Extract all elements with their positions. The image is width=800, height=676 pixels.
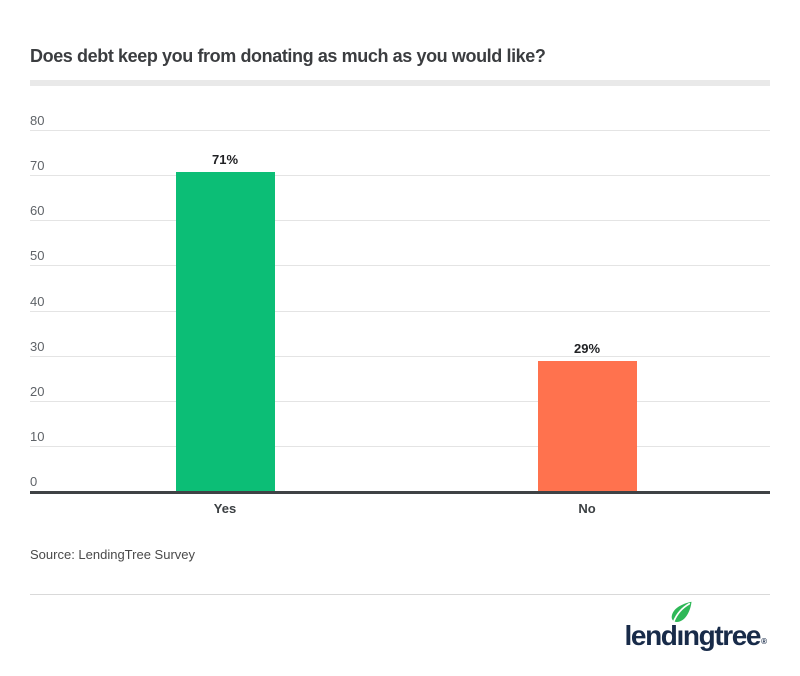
registered-trademark: ® (761, 637, 767, 646)
gridline-30 (30, 355, 770, 357)
bar-no (537, 361, 637, 492)
gridline-70 (30, 175, 770, 177)
y-tick-label-50: 50 (30, 248, 45, 264)
category-label-no: No (578, 501, 596, 516)
logo-text-before-leaf: lend (624, 620, 678, 651)
y-tick-label-70: 70 (30, 158, 45, 174)
gridline-10 (30, 445, 770, 447)
gridline-40 (30, 310, 770, 312)
lendingtree-logo: lend ıngtree® (624, 601, 767, 656)
x-axis-line (30, 490, 770, 494)
footer-divider (30, 594, 770, 595)
y-tick-label-20: 20 (30, 383, 45, 399)
gridline-20 (30, 400, 770, 402)
y-tick-label-80: 80 (30, 113, 45, 128)
category-label-yes: Yes (213, 501, 237, 516)
chart-title: Does debt keep you from donating as much… (30, 46, 546, 66)
y-tick-label-40: 40 (30, 293, 45, 309)
gridline-50 (30, 265, 770, 267)
logo-dotless-i: ı (676, 620, 685, 651)
y-tick-label-30: 30 (30, 338, 45, 354)
y-tick-label-10: 10 (30, 428, 45, 444)
bar-value-label-no: 29% (573, 341, 601, 357)
source-note: Source: LendingTree Survey (30, 547, 196, 562)
bar-chart: 0 10 20 30 40 50 60 70 80 71% Yes 29% No (30, 113, 770, 516)
y-tick-label-60: 60 (30, 203, 45, 219)
bar-value-label-yes: 71% (211, 151, 239, 167)
logo-letter-i: ı (671, 601, 692, 656)
gridline-60 (30, 220, 770, 222)
logo-text-after-leaf: ngtree (682, 620, 762, 651)
y-tick-label-0: 0 (30, 474, 38, 489)
gridline-80 (30, 130, 770, 131)
leaf-icon (671, 601, 692, 623)
bar-yes (175, 171, 275, 492)
title-divider (30, 80, 770, 86)
